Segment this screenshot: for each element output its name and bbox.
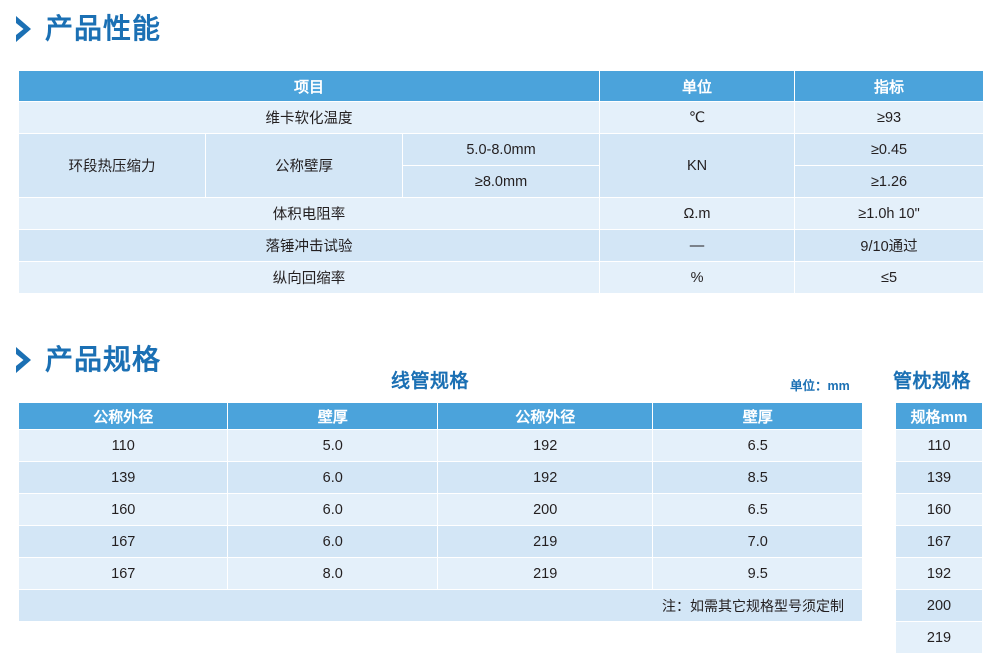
cell-spec-value: 219 [896,622,982,653]
cell-outer-diameter: 192 [437,430,653,461]
cell-thickness-range: ≥8.0mm [403,166,600,197]
table-header-row: 项目 单位 指标 [19,71,984,101]
table-row: 139 [896,462,982,493]
table-row: 维卡软化温度 ℃ ≥93 [19,102,984,133]
cell-outer-diameter: 192 [437,462,653,493]
cell-outer-diameter: 219 [437,558,653,589]
cell-spec-value: 160 [896,494,982,525]
table-row: 200 [896,590,982,621]
product-performance-table: 项目 单位 指标 维卡软化温度 ℃ ≥93 环段热压缩力 公称壁厚 5.0-8.… [18,70,985,294]
cell-outer-diameter: 110 [19,430,228,461]
table-header-row: 规格mm [896,403,982,429]
label-unit-mm: 单位：mm [790,379,850,393]
table-row: 纵向回缩率 % ≤5 [19,262,984,293]
table-row: 192 [896,558,982,589]
cell-wall-thickness: 8.5 [653,462,862,493]
table-note-row: 注：如需其它规格型号须定制 [19,590,862,621]
cell-index: ≤5 [795,262,984,293]
cell-item-name: 落锤冲击试验 [19,230,600,261]
cell-spec-value: 139 [896,462,982,493]
cell-spec-value: 167 [896,526,982,557]
column-header-unit: 单位 [600,71,795,101]
cell-item-group: 环段热压缩力 [19,134,205,197]
table-header-row: 公称外径 壁厚 公称外径 壁厚 [19,403,862,429]
column-header-outer-diameter-2: 公称外径 [437,403,653,429]
table-row: 219 [896,622,982,653]
column-header-wall-thickness-1: 壁厚 [228,403,437,429]
pipe-spec-table: 公称外径 壁厚 公称外径 壁厚 110 5.0 192 6.5 139 6.0 … [18,402,863,622]
cell-wall-thickness: 6.5 [653,430,862,461]
table-row: 环段热压缩力 公称壁厚 5.0-8.0mm KN ≥0.45 [19,134,984,197]
cell-unit: — [600,230,795,261]
cell-index: ≥0.45 [795,134,984,165]
table-row: 139 6.0 192 8.5 [19,462,862,493]
table-row: 167 [896,526,982,557]
cell-unit: Ω.m [600,198,795,229]
cell-wall-thickness: 9.5 [653,558,862,589]
cell-wall-thickness: 8.0 [228,558,437,589]
cell-spec-value: 110 [896,430,982,461]
table-row: 110 5.0 192 6.5 [19,430,862,461]
chevron-right-icon [16,347,31,373]
column-header-index: 指标 [795,71,984,101]
column-header-spec-mm: 规格mm [896,403,982,429]
cell-outer-diameter: 167 [19,526,228,557]
cell-wall-thickness: 6.0 [228,462,437,493]
cell-wall-thickness: 6.0 [228,526,437,557]
cell-wall-thickness: 6.0 [228,494,437,525]
cell-outer-diameter: 219 [437,526,653,557]
cell-index: 9/10通过 [795,230,984,261]
cell-outer-diameter: 200 [437,494,653,525]
table-row: 落锤冲击试验 — 9/10通过 [19,230,984,261]
cell-index: ≥1.0h 10" [795,198,984,229]
column-header-item: 项目 [19,71,600,101]
cell-wall-thickness: 6.5 [653,494,862,525]
cell-item-name: 体积电阻率 [19,198,600,229]
section-heading-specification: 产品规格 [14,345,161,375]
label-line-pipe-spec: 线管规格 [391,371,470,392]
cell-spec-value: 192 [896,558,982,589]
page-title-specification: 产品规格 [45,344,162,375]
cell-wall-thickness: 5.0 [228,430,437,461]
page-title-performance: 产品性能 [45,13,162,44]
cell-item-name: 维卡软化温度 [19,102,600,133]
column-header-outer-diameter-1: 公称外径 [19,403,228,429]
table-note: 注：如需其它规格型号须定制 [19,590,862,621]
column-header-wall-thickness-2: 壁厚 [653,403,862,429]
cell-index: ≥93 [795,102,984,133]
cell-outer-diameter: 167 [19,558,228,589]
cell-thickness-range: 5.0-8.0mm [403,134,600,165]
section-heading-performance: 产品性能 [14,14,161,44]
table-row: 167 8.0 219 9.5 [19,558,862,589]
table-row: ≥8.0mm ≥1.26 [19,166,984,197]
chevron-right-icon [16,16,31,42]
cell-unit: % [600,262,795,293]
cell-outer-diameter: 160 [19,494,228,525]
cell-spec-value: 200 [896,590,982,621]
cell-outer-diameter: 139 [19,462,228,493]
table-row: 167 6.0 219 7.0 [19,526,862,557]
cell-unit: ℃ [600,102,795,133]
pipe-pillow-spec-table: 规格mm 110 139 160 167 192 200 219 [895,402,983,654]
table-row: 体积电阻率 Ω.m ≥1.0h 10" [19,198,984,229]
cell-item-sub: 公称壁厚 [206,134,402,197]
cell-index: ≥1.26 [795,166,984,197]
cell-unit: KN [600,134,795,197]
cell-item-name: 纵向回缩率 [19,262,600,293]
table-row: 110 [896,430,982,461]
label-pipe-pillow-spec: 管枕规格 [893,371,972,392]
cell-wall-thickness: 7.0 [653,526,862,557]
table-row: 160 6.0 200 6.5 [19,494,862,525]
table-row: 160 [896,494,982,525]
